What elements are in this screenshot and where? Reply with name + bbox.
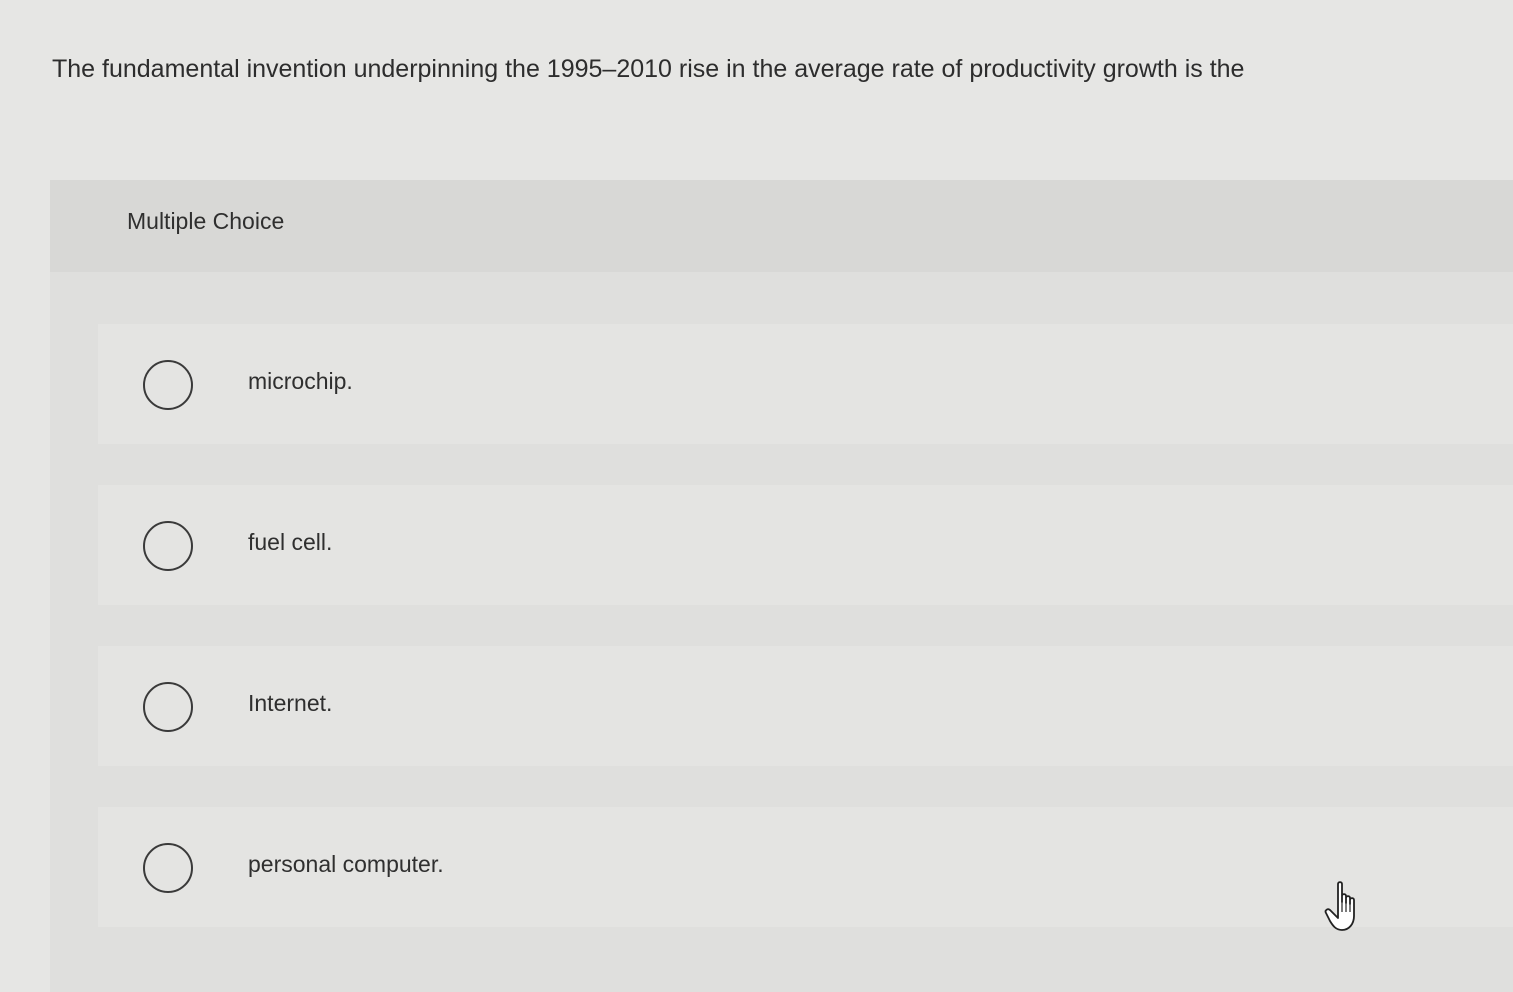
radio-button[interactable] xyxy=(143,360,193,410)
option-label: fuel cell. xyxy=(248,529,333,555)
option-microchip[interactable]: microchip. xyxy=(98,324,1513,444)
hand-pointer-icon xyxy=(1324,881,1355,931)
option-internet[interactable]: Internet. xyxy=(98,646,1513,766)
radio-button[interactable] xyxy=(143,521,193,571)
option-fuel-cell[interactable]: fuel cell. xyxy=(98,485,1513,605)
multiple-choice-panel: Multiple Choice microchip. fuel cell. In… xyxy=(50,180,1513,992)
option-label: personal computer. xyxy=(248,851,444,877)
radio-button[interactable] xyxy=(143,843,193,893)
panel-title: Multiple Choice xyxy=(127,208,285,234)
radio-button[interactable] xyxy=(143,682,193,732)
option-label: microchip. xyxy=(248,368,353,394)
option-label: Internet. xyxy=(248,690,333,716)
option-personal-computer[interactable]: personal computer. xyxy=(98,807,1513,927)
panel-header: Multiple Choice xyxy=(50,180,1513,272)
question-text: The fundamental invention underpinning t… xyxy=(52,55,1245,83)
